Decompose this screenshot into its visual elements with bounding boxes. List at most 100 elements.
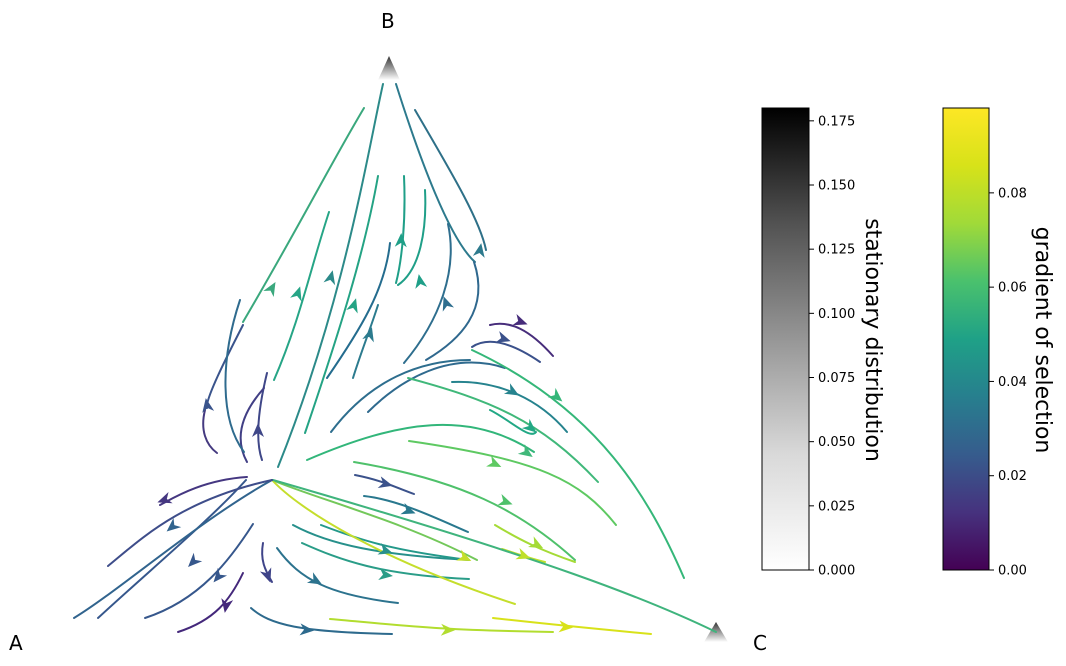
streamline [159, 476, 248, 506]
gradient-of-selection-colorbar: 0.00 0.02 0.04 0.06 0.08 gradient of selecti… [942, 107, 1055, 579]
stationary-tick-label: 0.075 [818, 371, 855, 386]
streamline-arrowhead [157, 491, 173, 504]
streamline [177, 572, 244, 633]
streamline [425, 261, 480, 361]
streamline-arrowhead [558, 620, 573, 633]
selection-tick-label: 0.08 [998, 186, 1027, 201]
arrowheads [157, 233, 573, 636]
streamline [250, 607, 393, 635]
vertex-marker-b [378, 56, 400, 80]
streamlines [73, 83, 717, 635]
streamline-arrowhead [521, 418, 537, 433]
streamline [257, 372, 268, 461]
streamline [304, 175, 379, 434]
stationary-tick-label: 0.025 [818, 499, 855, 514]
streamline [494, 524, 576, 563]
streamline-arrowhead [394, 233, 407, 248]
stationary-distribution-colorbar: 0.000 0.025 0.050 0.075 0.100 0.125 0.150 0.175… [761, 107, 885, 579]
streamline-arrowhead [213, 567, 228, 583]
stationary-tick-label: 0.100 [818, 307, 855, 322]
selection-colorbar-ticks: 0.00 0.02 0.04 0.06 0.08 [989, 186, 1027, 579]
streamline-arrowhead [377, 543, 393, 555]
streamline-arrowhead [512, 313, 528, 326]
streamline-arrowhead [456, 549, 472, 561]
streamline-arrowhead [517, 444, 533, 458]
streamline-arrowhead [346, 298, 358, 314]
selection-tick-label: 0.00 [998, 564, 1027, 579]
streamline [329, 618, 554, 633]
streamline [202, 409, 218, 454]
streamline [397, 189, 427, 286]
selection-tick-label: 0.02 [998, 469, 1027, 484]
streamline [471, 340, 541, 363]
vertex-label-a: A [9, 631, 23, 655]
streamline-arrowhead [290, 286, 302, 302]
streamline [352, 304, 379, 379]
streamline [489, 409, 537, 435]
streamline-arrowhead [166, 517, 182, 532]
streamline-arrowhead [202, 398, 215, 413]
streamline [320, 524, 470, 561]
streamline-arrowhead [472, 243, 485, 258]
streamline [451, 380, 568, 433]
streamline [363, 495, 469, 533]
streamline [306, 423, 535, 461]
streamline-arrowhead [306, 572, 323, 585]
streamline-arrowhead [442, 296, 455, 312]
streamline [395, 175, 406, 284]
streamline-arrowhead [377, 476, 393, 488]
streamline [489, 322, 554, 357]
streamline [292, 524, 470, 561]
vertex-label-c: C [753, 631, 767, 655]
streamline [353, 461, 576, 561]
streamline-arrowhead [440, 623, 455, 636]
streamline [144, 523, 254, 619]
streamline [330, 359, 471, 433]
streamline-arrowhead [362, 327, 374, 343]
streamline [395, 83, 476, 263]
streamline-arrowhead [259, 567, 272, 583]
streamline [276, 547, 399, 604]
stationary-colorbar-gradient [761, 107, 810, 571]
selection-tick-label: 0.06 [998, 281, 1027, 296]
streamline [471, 349, 685, 579]
streamline [239, 387, 265, 463]
streamline [97, 479, 247, 619]
streamline-arrowhead [252, 423, 264, 437]
streamline [73, 479, 273, 619]
streamline [367, 361, 506, 413]
selection-tick-label: 0.04 [998, 375, 1027, 390]
streamline-arrowhead [497, 493, 513, 506]
streamline [414, 109, 487, 251]
streamline-arrowhead [323, 270, 336, 286]
streamline [403, 223, 452, 364]
streamline [408, 440, 617, 526]
streamline-arrowhead [528, 536, 544, 549]
streamline [273, 211, 330, 381]
streamline [277, 83, 384, 468]
selection-colorbar-label: gradient of selection [1030, 227, 1055, 454]
streamline [272, 479, 717, 633]
streamline-arrowhead [299, 623, 314, 636]
streamline-arrowhead [495, 331, 511, 343]
streamline-arrowhead [400, 502, 416, 515]
stationary-tick-label: 0.000 [818, 564, 855, 579]
streamline-arrowhead [221, 598, 234, 613]
streamline [271, 479, 478, 561]
stationary-colorbar-label: stationary distribution [860, 218, 885, 462]
streamline [326, 242, 391, 379]
streamline-arrowhead [263, 281, 276, 298]
streamline-arrowhead [515, 547, 531, 560]
streamline [492, 617, 652, 635]
streamline [224, 299, 245, 453]
streamline-arrowhead [378, 568, 393, 580]
stationary-tick-label: 0.150 [818, 179, 855, 194]
stationary-tick-label: 0.125 [818, 243, 855, 258]
streamline [407, 377, 599, 483]
streamline [107, 479, 273, 567]
streamline [271, 479, 516, 605]
streamline-arrowhead [415, 274, 428, 289]
stationary-tick-label: 0.050 [818, 435, 855, 450]
stationary-tick-label: 0.175 [818, 114, 855, 129]
